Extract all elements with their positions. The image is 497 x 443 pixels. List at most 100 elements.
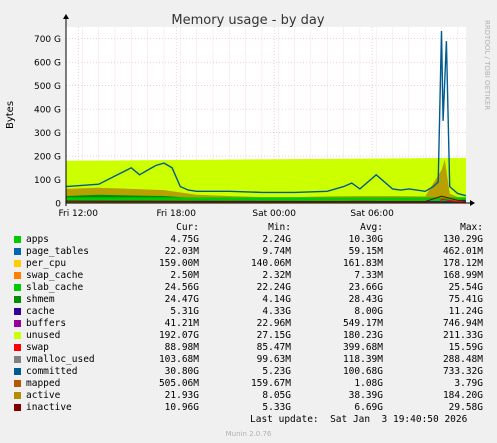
legend-avg: 1.08G	[354, 378, 383, 389]
legend-cur: 505.06M	[158, 378, 199, 389]
series-line-committed	[65, 30, 467, 197]
series-area-apps	[66, 199, 466, 203]
legend-max: 130.29G	[442, 234, 483, 245]
y-axis-label: Bytes	[5, 101, 16, 129]
legend-swatch	[14, 296, 21, 303]
y-tick-label: 600 G	[34, 59, 61, 69]
y-tick-label: 200 G	[34, 153, 61, 163]
legend-name: committed	[26, 366, 78, 377]
legend-max: 178.12M	[442, 258, 483, 269]
y-tick-label: 400 G	[34, 106, 61, 116]
legend-swatch	[14, 392, 21, 399]
legend-min: 159.67M	[250, 378, 291, 389]
legend-cur: 103.68M	[158, 354, 199, 365]
legend-avg: 549.17M	[342, 318, 383, 329]
legend-name: page_tables	[26, 246, 89, 257]
x-tick-label: Sat 06:00	[350, 209, 394, 219]
legend-name: swap	[26, 342, 49, 353]
x-tick-label: Fri 18:00	[156, 209, 196, 219]
legend-cur: 24.56G	[164, 282, 199, 293]
legend-max: 15.59G	[448, 342, 483, 353]
legend-cur: 192.07G	[158, 330, 199, 341]
legend-swatch	[14, 248, 21, 255]
legend-cur: 22.03M	[164, 246, 199, 257]
legend-avg: 59.15M	[348, 246, 383, 257]
legend-max: 29.58G	[448, 402, 483, 413]
legend-name: cache	[26, 306, 55, 317]
legend-min: 27.15G	[256, 330, 291, 341]
rrdtool-watermark: RRDTOOL / TOBI OETIKER	[483, 20, 491, 110]
legend-swatch	[14, 332, 21, 339]
legend-cur: 21.93G	[164, 390, 199, 401]
munin-version-footer: Munin 2.0.76	[225, 430, 272, 438]
legend-max: 75.41G	[448, 294, 483, 305]
legend-swatch	[14, 368, 21, 375]
y-tick-label: 300 G	[34, 129, 61, 139]
legend-cur: 5.31G	[170, 306, 199, 317]
legend-swatch	[14, 320, 21, 327]
series-areas	[65, 30, 467, 204]
legend-cur: 4.75G	[170, 234, 199, 245]
legend-min: 22.24G	[256, 282, 291, 293]
legend-min: 2.32M	[262, 270, 291, 281]
legend-min: 22.96M	[256, 318, 291, 329]
legend-min: 85.47M	[256, 342, 291, 353]
legend-avg: 100.68G	[342, 366, 383, 377]
legend-avg: 23.66G	[348, 282, 383, 293]
series-area-active	[66, 159, 466, 203]
legend-name: shmem	[26, 294, 55, 305]
legend-header-min: Min:	[268, 222, 291, 233]
legend-min: 9.74M	[262, 246, 291, 257]
series-line-inactive	[65, 195, 466, 203]
tick-labels: 0 100 G 200 G 300 G 400 G 500 G 600 G 700 G Fri …	[34, 35, 394, 219]
axes	[63, 14, 475, 206]
y-tick-label: 100 G	[34, 176, 61, 186]
legend-swatch	[14, 284, 21, 291]
legend-name: per_cpu	[26, 258, 67, 269]
legend-swatch	[14, 404, 21, 411]
legend-max: 746.94M	[442, 318, 483, 329]
legend-avg: 38.39G	[348, 390, 383, 401]
legend-min: 140.06M	[250, 258, 291, 269]
legend-name: slab_cache	[26, 282, 84, 293]
legend-name: apps	[26, 234, 49, 245]
legend-cur: 30.80G	[164, 366, 199, 377]
legend-max: 211.33G	[442, 330, 483, 341]
legend-name: buffers	[26, 318, 67, 329]
legend-avg: 180.23G	[342, 330, 383, 341]
legend-avg: 161.83M	[342, 258, 383, 269]
x-tick-label: Sat 00:00	[252, 209, 296, 219]
y-tick-label: 500 G	[34, 82, 61, 92]
y-tick-label: 700 G	[34, 35, 61, 45]
y-axis-arrow	[63, 14, 69, 19]
legend-cur: 2.50M	[170, 270, 199, 281]
legend-avg: 399.68M	[342, 342, 383, 353]
legend-min: 99.63M	[256, 354, 291, 365]
legend-swatch	[14, 344, 21, 351]
y-tick-label: 0	[55, 200, 61, 210]
legend-name: inactive	[26, 402, 72, 413]
legend-avg: 8.00G	[354, 306, 383, 317]
legend-avg: 28.43G	[348, 294, 383, 305]
legend-swatch	[14, 356, 21, 363]
legend-swatch	[14, 236, 21, 243]
legend-name: unused	[26, 330, 61, 341]
legend-swatch	[14, 380, 21, 387]
legend-min: 8.05G	[262, 390, 291, 401]
chart-title: Memory usage - by day	[171, 13, 324, 28]
legend-max: 462.01M	[442, 246, 483, 257]
legend-name: mapped	[26, 378, 61, 389]
last-update: Last update: Sat Jan 3 19:40:50 2026	[250, 414, 468, 425]
legend-cur: 41.21M	[164, 318, 199, 329]
legend-max: 184.20G	[442, 390, 483, 401]
legend-avg: 118.39M	[342, 354, 383, 365]
legend-min: 4.14G	[262, 294, 291, 305]
legend-cur: 88.98M	[164, 342, 199, 353]
legend-min: 2.24G	[262, 234, 291, 245]
x-tick-label: Fri 12:00	[58, 209, 98, 219]
legend-min: 5.23G	[262, 366, 291, 377]
legend-cur: 159.00M	[158, 258, 199, 269]
legend-avg: 7.33M	[354, 270, 383, 281]
legend-avg: 10.30G	[348, 234, 383, 245]
